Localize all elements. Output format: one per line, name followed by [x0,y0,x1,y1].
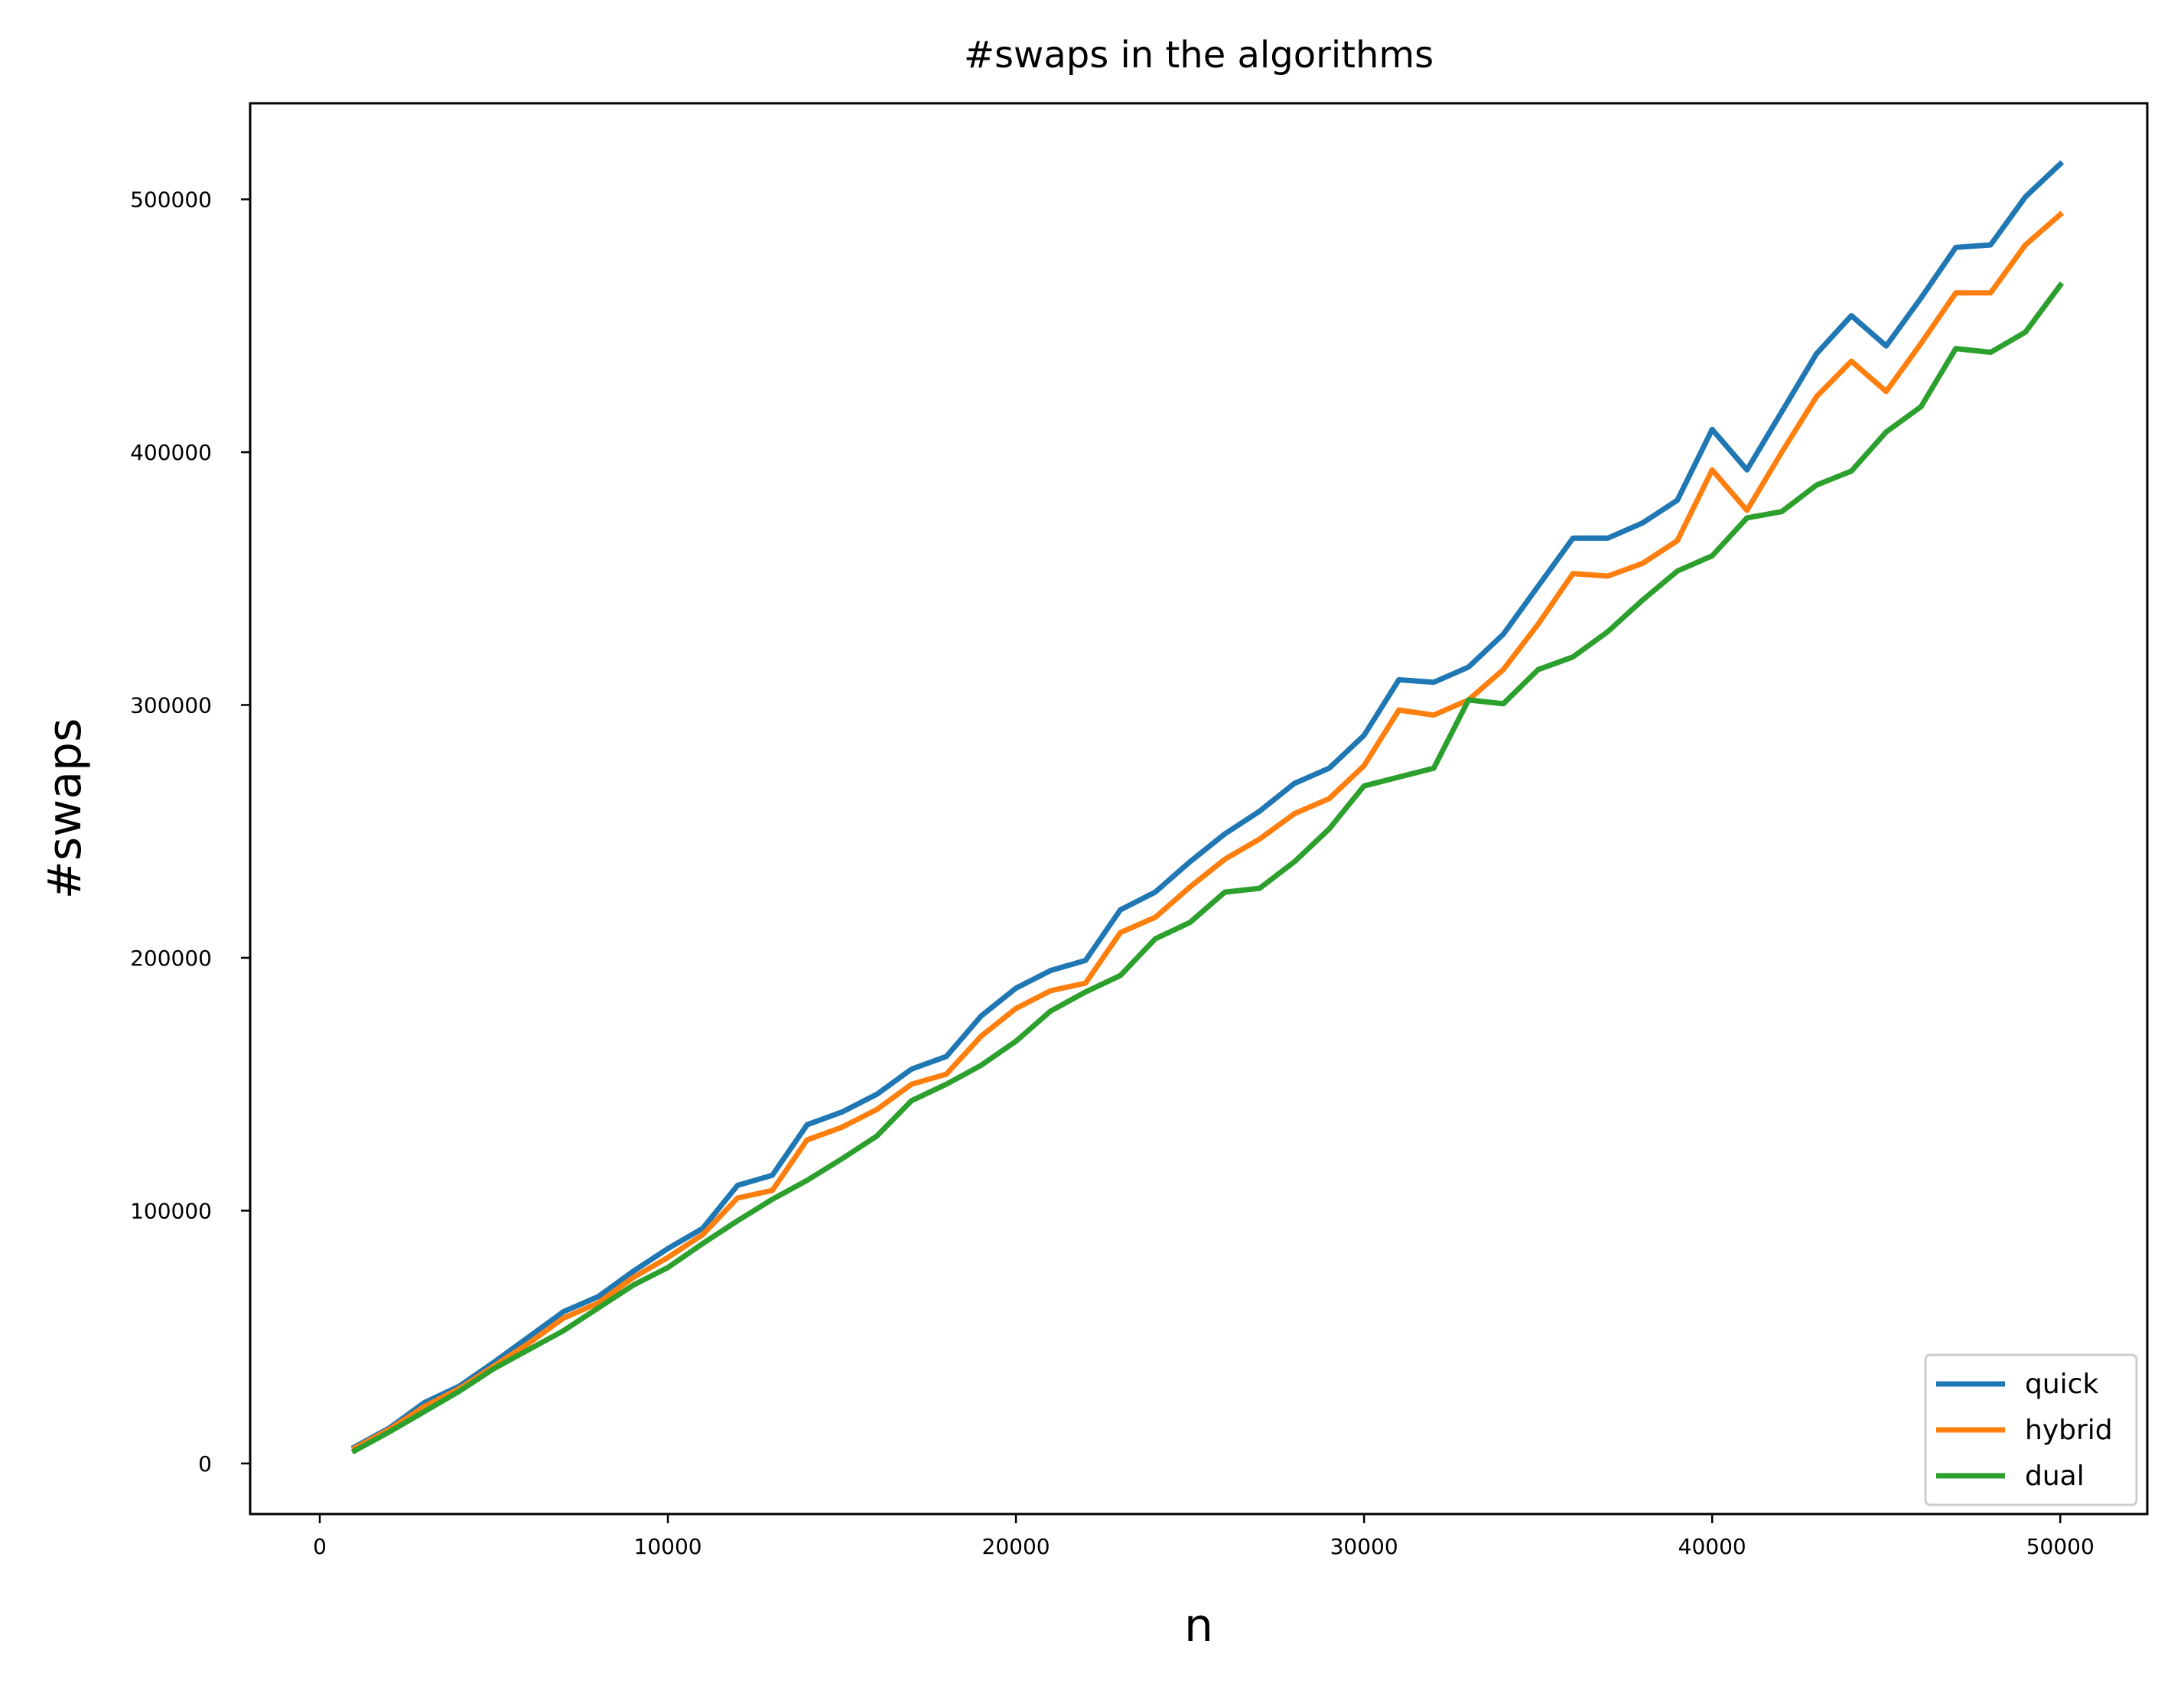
y-tick-label: 300000 [130,693,212,718]
y-tick-label: 100000 [130,1198,212,1223]
plot-lines [350,160,2065,1455]
y-axis-ticks: 0 100000 200000 300000 400000 500000 [130,187,250,1477]
y-axis-label: #swaps [38,718,92,900]
x-tick-label: 40000 [1678,1534,1746,1559]
legend: quick hybrid dual [1924,1353,2138,1506]
chart-title: #swaps in the algorithms [964,34,1434,77]
x-tick-label: 10000 [634,1534,702,1559]
legend-label-quick: quick [2025,1369,2098,1400]
plot-frame [249,102,2149,1516]
x-tick-label: 30000 [1330,1534,1398,1559]
legend-box [1924,1353,2138,1506]
legend-label-hybrid: hybrid [2025,1415,2113,1446]
series-line-dual [350,282,2065,1455]
x-axis-label: n [1184,1599,1213,1653]
y-tick-label: 500000 [130,187,212,213]
y-tick-label: 0 [198,1451,212,1477]
x-tick-label: 0 [313,1534,327,1559]
series-line-quick [350,160,2065,1451]
series-line-hybrid [350,210,2065,1452]
legend-label-dual: dual [2025,1460,2085,1492]
x-tick-label: 20000 [982,1534,1050,1559]
y-tick-label: 400000 [130,440,212,465]
y-tick-label: 200000 [130,946,212,971]
x-tick-label: 50000 [2026,1534,2094,1559]
x-axis-ticks: 0 10000 20000 30000 40000 50000 [313,1514,2094,1559]
